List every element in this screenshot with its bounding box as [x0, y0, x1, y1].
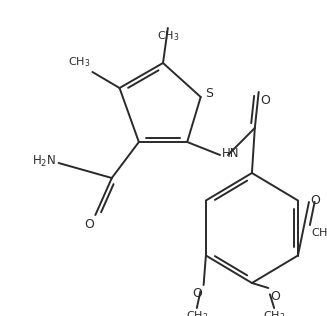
Text: CH$_3$: CH$_3$ — [157, 30, 179, 43]
Text: H$_2$N: H$_2$N — [32, 154, 56, 169]
Text: O: O — [84, 217, 94, 231]
Text: HN: HN — [222, 147, 239, 160]
Text: O: O — [311, 194, 320, 207]
Text: CH$_3$: CH$_3$ — [68, 56, 91, 70]
Text: CH$_3$: CH$_3$ — [312, 227, 327, 240]
Text: O: O — [192, 287, 202, 300]
Text: O: O — [270, 289, 280, 303]
Text: S: S — [205, 87, 214, 100]
Text: O: O — [260, 94, 270, 106]
Text: CH$_3$: CH$_3$ — [263, 310, 285, 316]
Text: CH$_3$: CH$_3$ — [186, 310, 208, 316]
